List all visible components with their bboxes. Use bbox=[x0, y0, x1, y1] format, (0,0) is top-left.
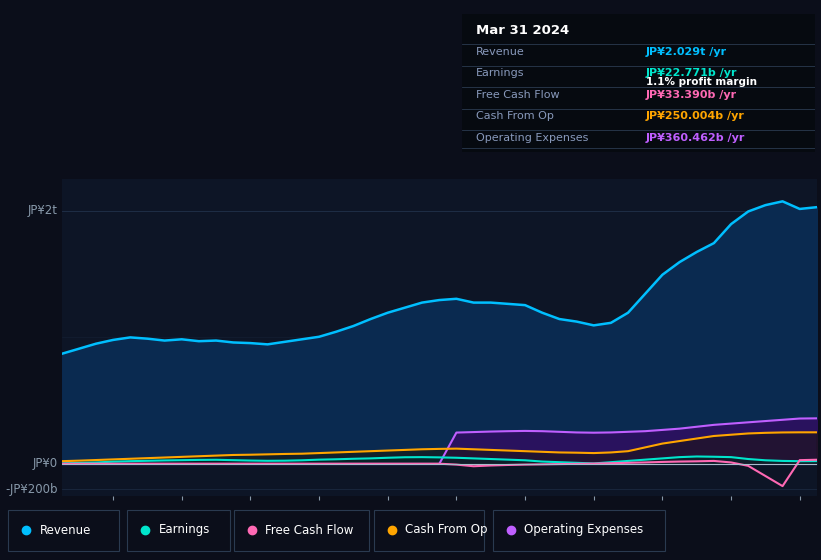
Text: -JP¥200b: -JP¥200b bbox=[5, 483, 57, 496]
Text: Revenue: Revenue bbox=[476, 47, 525, 57]
Text: JP¥2.029t /yr: JP¥2.029t /yr bbox=[645, 47, 727, 57]
Text: JP¥33.390b /yr: JP¥33.390b /yr bbox=[645, 90, 736, 100]
Text: Free Cash Flow: Free Cash Flow bbox=[476, 90, 560, 100]
Text: Cash From Op: Cash From Op bbox=[476, 111, 554, 122]
Text: Operating Expenses: Operating Expenses bbox=[476, 133, 589, 143]
Text: JP¥360.462b /yr: JP¥360.462b /yr bbox=[645, 133, 745, 143]
Text: JP¥250.004b /yr: JP¥250.004b /yr bbox=[645, 111, 745, 122]
Text: Earnings: Earnings bbox=[476, 68, 525, 78]
Text: Free Cash Flow: Free Cash Flow bbox=[265, 524, 354, 536]
Text: JP¥22.771b /yr: JP¥22.771b /yr bbox=[645, 68, 737, 78]
Text: 1.1% profit margin: 1.1% profit margin bbox=[645, 77, 757, 87]
Text: Operating Expenses: Operating Expenses bbox=[524, 524, 643, 536]
Text: JP¥2t: JP¥2t bbox=[28, 204, 57, 217]
Text: Revenue: Revenue bbox=[39, 524, 91, 536]
Text: Cash From Op: Cash From Op bbox=[405, 524, 487, 536]
Text: JP¥0: JP¥0 bbox=[33, 458, 57, 470]
Text: Mar 31 2024: Mar 31 2024 bbox=[476, 24, 570, 36]
Text: Earnings: Earnings bbox=[158, 524, 210, 536]
